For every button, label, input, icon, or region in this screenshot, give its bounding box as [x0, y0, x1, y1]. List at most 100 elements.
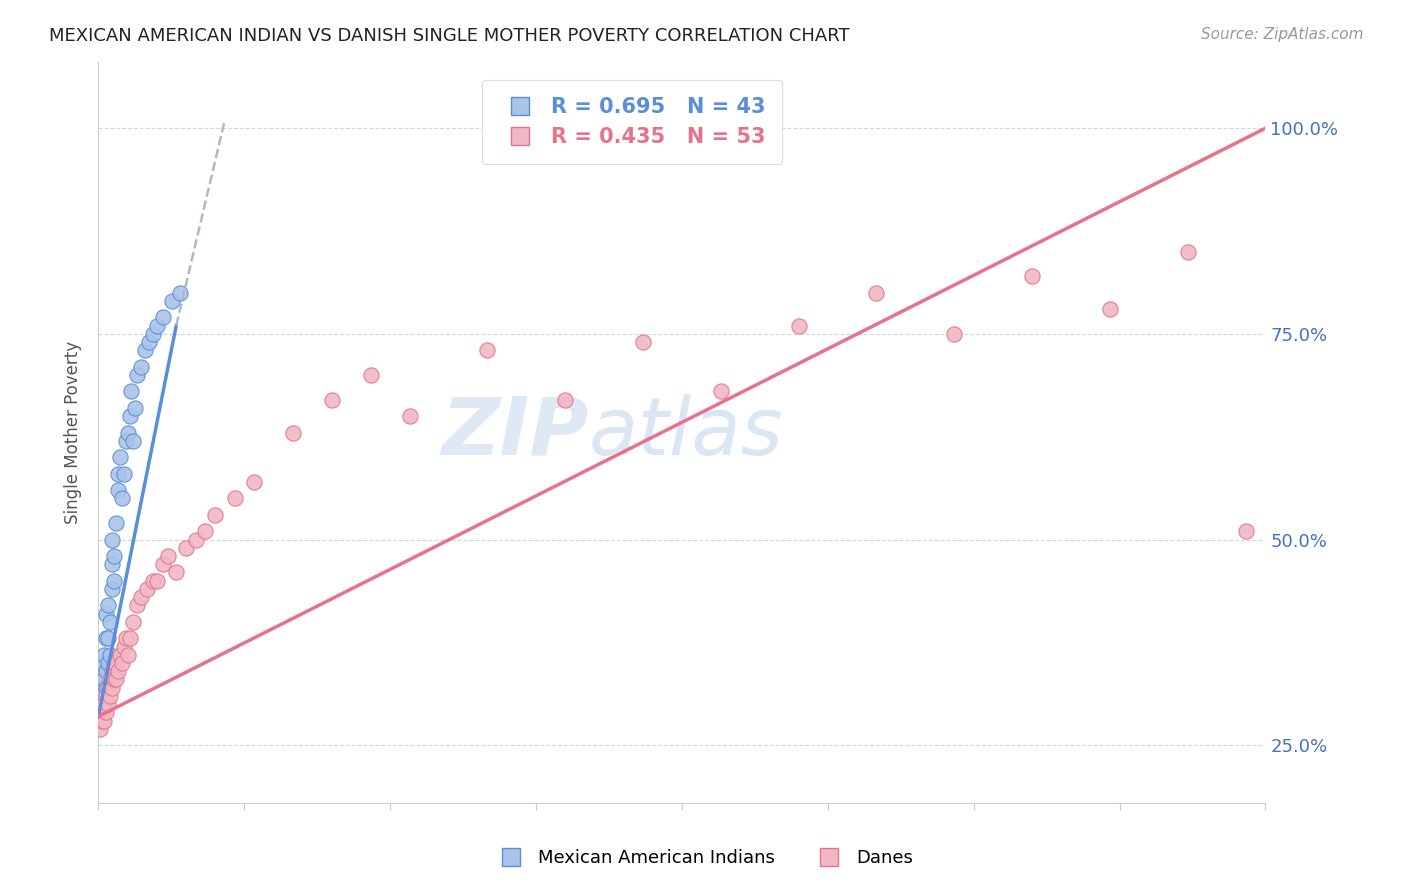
Text: Source: ZipAtlas.com: Source: ZipAtlas.com — [1201, 27, 1364, 42]
Point — [96, 681, 118, 695]
Y-axis label: Single Mother Poverty: Single Mother Poverty — [65, 341, 83, 524]
Point — [97, 681, 120, 695]
Point — [91, 706, 114, 720]
Point — [97, 632, 120, 646]
Point — [477, 343, 499, 358]
Point — [107, 664, 129, 678]
Point — [121, 384, 143, 399]
Point — [114, 632, 136, 646]
Text: MEXICAN AMERICAN INDIAN VS DANISH SINGLE MOTHER POVERTY CORRELATION CHART: MEXICAN AMERICAN INDIAN VS DANISH SINGLE… — [49, 27, 849, 45]
Point — [398, 409, 420, 424]
Point — [865, 285, 887, 300]
Point — [111, 491, 134, 506]
Point — [101, 664, 124, 678]
Point — [122, 434, 145, 448]
Point — [204, 508, 226, 522]
Point — [96, 632, 118, 646]
Legend: R = 0.695   N = 43, R = 0.435   N = 53: R = 0.695 N = 43, R = 0.435 N = 53 — [482, 80, 782, 164]
Point — [96, 607, 118, 621]
Point — [103, 656, 125, 670]
Point — [146, 574, 169, 588]
Point — [224, 491, 246, 506]
Point — [124, 401, 146, 415]
Point — [136, 582, 159, 596]
Point — [554, 392, 576, 407]
Point — [89, 722, 111, 736]
Point — [117, 648, 139, 662]
Point — [97, 656, 120, 670]
Point — [93, 697, 115, 711]
Point — [103, 673, 125, 687]
Point — [93, 697, 115, 711]
Point — [96, 689, 118, 703]
Point — [104, 673, 127, 687]
Point — [101, 558, 124, 572]
Point — [165, 566, 187, 580]
Point — [89, 697, 111, 711]
Point — [93, 673, 115, 687]
Point — [111, 656, 134, 670]
Point — [194, 524, 217, 539]
Point — [127, 368, 149, 382]
Point — [138, 335, 160, 350]
Point — [98, 689, 121, 703]
Point — [152, 310, 174, 325]
Text: atlas: atlas — [589, 393, 783, 472]
Point — [118, 409, 141, 424]
Text: ZIP: ZIP — [441, 393, 589, 472]
Point — [142, 326, 165, 341]
Point — [146, 318, 169, 333]
Point — [787, 318, 810, 333]
Point — [107, 483, 129, 498]
Point — [321, 392, 343, 407]
Point — [108, 648, 131, 662]
Point — [1177, 244, 1199, 259]
Point — [97, 697, 120, 711]
Point — [117, 425, 139, 440]
Point — [631, 335, 654, 350]
Point — [108, 450, 131, 465]
Point — [91, 706, 114, 720]
Point — [96, 664, 118, 678]
Point — [91, 714, 114, 728]
Point — [103, 574, 125, 588]
Point — [91, 689, 114, 703]
Point — [281, 425, 304, 440]
Point — [943, 326, 966, 341]
Point — [98, 673, 121, 687]
Point — [134, 343, 156, 358]
Point — [710, 384, 733, 399]
Point — [184, 533, 207, 547]
Legend: Mexican American Indians, Danes: Mexican American Indians, Danes — [485, 842, 921, 874]
Point — [114, 434, 136, 448]
Point — [127, 599, 149, 613]
Point — [157, 549, 180, 563]
Point — [101, 533, 124, 547]
Point — [101, 681, 124, 695]
Point — [142, 574, 165, 588]
Point — [129, 359, 152, 374]
Point — [93, 714, 115, 728]
Point — [118, 632, 141, 646]
Point — [98, 648, 121, 662]
Point — [104, 516, 127, 530]
Point — [112, 467, 135, 481]
Point — [174, 541, 197, 555]
Point — [103, 549, 125, 563]
Point — [93, 648, 115, 662]
Point — [162, 293, 184, 308]
Point — [122, 615, 145, 629]
Point — [91, 656, 114, 670]
Point — [97, 599, 120, 613]
Point — [112, 640, 135, 654]
Point — [1021, 269, 1043, 284]
Point — [243, 475, 266, 489]
Point — [169, 285, 191, 300]
Point — [89, 681, 111, 695]
Point — [98, 615, 121, 629]
Point — [1234, 524, 1257, 539]
Point — [107, 467, 129, 481]
Point — [360, 368, 382, 382]
Point — [101, 582, 124, 596]
Point — [129, 590, 152, 604]
